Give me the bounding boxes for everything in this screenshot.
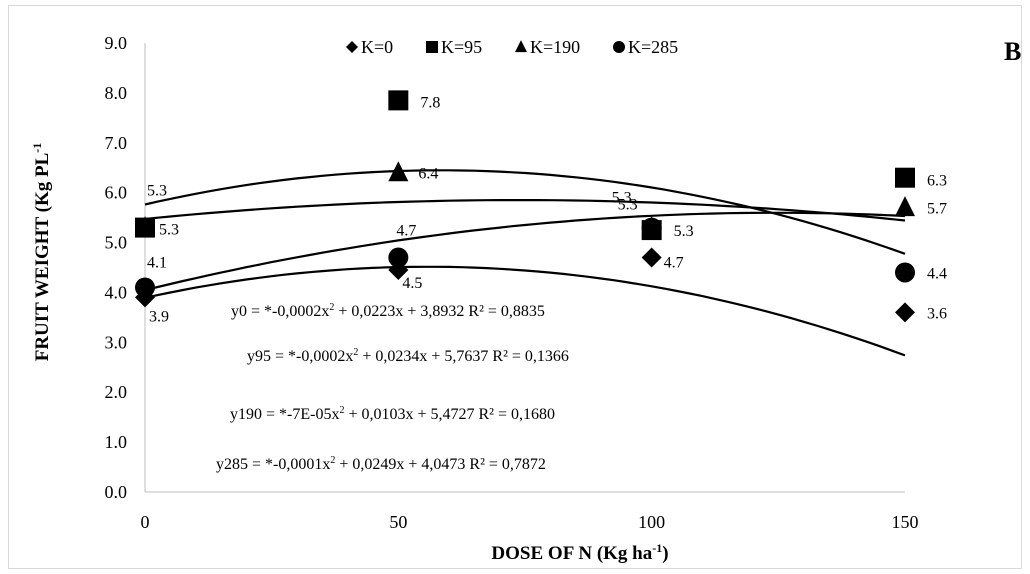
trend-lines <box>144 169 906 357</box>
equation-sup: 2 <box>329 302 334 313</box>
data-label: 3.6 <box>927 305 947 322</box>
y-axis-title-main: FRUIT WEIGHT (Kg PL <box>32 153 53 362</box>
legend-marker-diamond <box>346 41 358 53</box>
data-point-diamond <box>895 302 915 323</box>
data-point-circle <box>388 247 409 268</box>
x-axis-title-main: DOSE OF N (Kg ha <box>491 543 652 564</box>
y-axis-title: FRUIT WEIGHT (Kg PL-1 <box>30 143 53 362</box>
chart-frame <box>8 5 1022 569</box>
data-label: 7.8 <box>420 94 440 111</box>
equation-main: y285 = *-0,0001x <box>216 456 330 473</box>
data-label: 5.3 <box>674 223 694 240</box>
y-tick-label: 6.0 <box>105 183 128 203</box>
x-tick-label: 0 <box>141 512 150 532</box>
legend-marker-square <box>426 41 438 53</box>
trend-line <box>144 211 906 292</box>
equation-rest: + 0,0223x + 3,8932 R² = 0,8835 <box>334 303 545 320</box>
data-point-triangle <box>895 196 915 217</box>
equation-main: y190 = *-7E-05x <box>230 406 339 423</box>
legend-marker-circle <box>613 41 625 53</box>
data-label: 4.5 <box>402 275 422 292</box>
trend-equation: y190 = *-7E-05x2 + 0,0103x + 5,4727 R² =… <box>230 405 555 423</box>
trend-equations: y0 = *-0,0002x2 + 0,0223x + 3,8932 R² = … <box>216 302 569 473</box>
equation-sup: 2 <box>353 347 358 358</box>
data-label: 6.4 <box>418 166 438 183</box>
legend-label: K=95 <box>441 37 482 57</box>
trend-line <box>144 199 906 222</box>
x-tick-label: 150 <box>892 512 919 532</box>
y-tick-label: 0.0 <box>105 482 128 502</box>
data-label: 4.7 <box>664 255 684 272</box>
data-point-square <box>895 167 915 188</box>
y-tick-label: 7.0 <box>105 133 128 153</box>
trend-equation: y95 = *-0,0002x2 + 0,0234x + 5,7637 R² =… <box>247 347 569 365</box>
y-tick-label: 1.0 <box>105 432 128 452</box>
equation-main: y0 = *-0,0002x <box>231 303 329 320</box>
data-label: 6.3 <box>927 173 947 190</box>
data-label: 4.1 <box>147 254 167 271</box>
data-label: 5.3 <box>612 190 632 207</box>
axes <box>144 43 905 493</box>
x-tick-label: 100 <box>638 512 665 532</box>
data-label: 4.4 <box>927 265 947 282</box>
equation-sup: 2 <box>339 405 344 416</box>
data-label: 5.3 <box>159 222 179 239</box>
y-tick-label: 5.0 <box>105 233 128 253</box>
x-tick-label: 50 <box>389 512 407 532</box>
legend-marker-triangle <box>515 40 527 53</box>
panel-label: B <box>1004 37 1021 66</box>
x-tick-labels: 0 50 100 150 <box>141 512 919 532</box>
trend-equation: y285 = *-0,0001x2 + 0,0249x + 4,0473 R² … <box>216 455 546 473</box>
x-axis-title-sup: -1 <box>652 541 662 555</box>
equation-main: y95 = *-0,0002x <box>247 348 353 365</box>
legend-label: K=0 <box>361 37 393 57</box>
x-axis-title: DOSE OF N (Kg ha-1) <box>491 541 668 564</box>
equation-sup: 2 <box>330 455 335 466</box>
data-label: 3.9 <box>149 308 169 325</box>
equation-rest: + 0,0249x + 4,0473 R² = 0,7872 <box>335 456 546 473</box>
y-tick-label: 4.0 <box>105 282 128 302</box>
legend-label: K=285 <box>628 37 678 57</box>
data-label: 5.3 <box>147 183 167 200</box>
y-tick-labels: 0.0 1.0 2.0 3.0 4.0 5.0 6.0 7.0 8.0 9.0 <box>105 33 128 502</box>
data-point-diamond <box>641 247 662 268</box>
data-label: 5.7 <box>927 201 947 218</box>
trend-equation: y0 = *-0,0002x2 + 0,0223x + 3,8932 R² = … <box>231 302 545 320</box>
y-axis-title-sup: -1 <box>30 143 44 153</box>
equation-rest: + 0,0103x + 5,4727 R² = 0,1680 <box>344 406 555 423</box>
data-point-circle <box>135 277 155 298</box>
data-label: 4.7 <box>396 223 416 240</box>
equation-rest: + 0,0234x + 5,7637 R² = 0,1366 <box>358 348 569 365</box>
data-point-triangle <box>135 216 155 237</box>
legend: K=0 K=95 K=190 K=285 <box>346 37 678 57</box>
data-point-circle <box>641 217 662 238</box>
y-tick-label: 8.0 <box>105 83 128 103</box>
data-labels: 3.9 4.5 4.7 3.6 5.3 7.8 5.3 6.3 5.3 6.4 5.3 5.7 4.1 4… <box>147 94 947 325</box>
data-point-triangle <box>388 161 409 182</box>
trend-line <box>144 169 906 255</box>
data-point-square <box>388 90 409 111</box>
y-tick-label: 2.0 <box>105 382 128 402</box>
legend-label: K=190 <box>530 37 580 57</box>
y-tick-label: 3.0 <box>105 332 128 352</box>
data-markers <box>135 90 915 323</box>
data-point-circle <box>895 262 915 283</box>
x-axis-title-end: ) <box>662 543 668 564</box>
data-label: 5.3 <box>618 197 638 214</box>
y-tick-label: 9.0 <box>105 33 128 53</box>
trend-line <box>144 265 906 357</box>
